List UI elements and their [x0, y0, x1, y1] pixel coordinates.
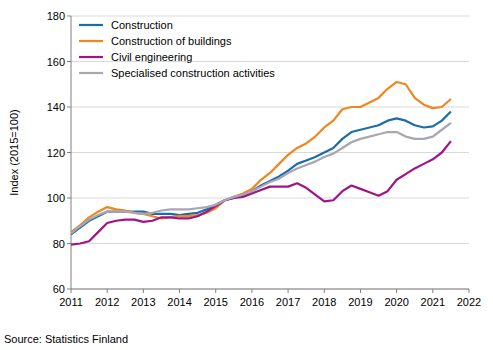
grid-line: [71, 16, 469, 17]
legend-swatch: [79, 40, 103, 42]
grid-line: [71, 152, 469, 153]
x-tick-label: 2021: [421, 296, 445, 308]
x-tick-label: 2016: [240, 296, 264, 308]
y-tick: [67, 16, 71, 17]
legend-label: Specialised construction activities: [111, 67, 275, 79]
x-tick: [469, 289, 470, 293]
y-tick-label: 100: [47, 192, 65, 204]
x-tick: [360, 289, 361, 293]
x-tick-label: 2019: [348, 296, 372, 308]
plot-area: [71, 82, 451, 245]
x-axis: [71, 289, 469, 290]
x-tick-label: 2013: [131, 296, 155, 308]
legend-label: Civil engineering: [111, 51, 192, 63]
x-tick: [396, 289, 397, 293]
grid-line: [71, 289, 469, 290]
source: Source: Statistics Finland: [4, 333, 128, 345]
x-tick-label: 2018: [312, 296, 336, 308]
y-tick: [67, 61, 71, 62]
legend-swatch: [79, 56, 103, 58]
x-tick-label: 2022: [457, 296, 481, 308]
grid-line: [71, 107, 469, 108]
x-tick-label: 2017: [276, 296, 300, 308]
grid-line: [71, 243, 469, 244]
chart: 60 80 100 120 140 160 180 2011 2012 2013 2014 2015 2…: [0, 0, 493, 350]
y-axis-label: Index (2015=100): [8, 109, 20, 196]
legend-swatch: [79, 24, 103, 26]
y-tick: [67, 198, 71, 199]
y-tick-label: 60: [53, 283, 65, 295]
x-tick-label: 2015: [203, 296, 227, 308]
y-tick-label: 120: [47, 147, 65, 159]
y-tick-label: 140: [47, 101, 65, 113]
x-tick-label: 2011: [59, 296, 83, 308]
legend-swatch: [79, 72, 103, 74]
x-tick: [179, 289, 180, 293]
x-tick: [143, 289, 144, 293]
x-tick: [107, 289, 108, 293]
x-tick-label: 2020: [384, 296, 408, 308]
y-tick-label: 160: [47, 56, 65, 68]
series-line: [71, 82, 451, 232]
y-tick: [67, 152, 71, 153]
x-tick-label: 2012: [95, 296, 119, 308]
series-line: [71, 141, 451, 245]
x-tick: [288, 289, 289, 293]
x-tick: [432, 289, 433, 293]
y-tick: [67, 289, 71, 290]
y-tick: [67, 243, 71, 244]
x-tick-label: 2014: [167, 296, 191, 308]
x-tick: [215, 289, 216, 293]
y-tick-label: 180: [47, 10, 65, 22]
legend-label: Construction: [111, 19, 173, 31]
series-line: [71, 112, 451, 235]
grid-line: [71, 198, 469, 199]
series-line: [71, 123, 451, 233]
x-tick: [71, 289, 72, 293]
y-axis: [71, 16, 72, 289]
x-tick: [251, 289, 252, 293]
y-tick-label: 80: [53, 238, 65, 250]
y-tick: [67, 107, 71, 108]
legend-label: Construction of buildings: [111, 35, 232, 47]
x-tick: [324, 289, 325, 293]
